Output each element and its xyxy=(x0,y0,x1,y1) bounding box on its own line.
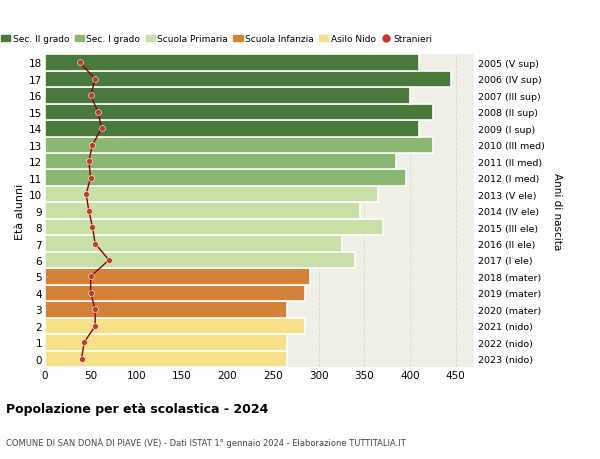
Y-axis label: Anni di nascita: Anni di nascita xyxy=(552,173,562,250)
Point xyxy=(97,125,106,133)
Point xyxy=(86,174,95,182)
Bar xyxy=(45,351,287,367)
Bar xyxy=(45,72,451,88)
Point xyxy=(104,257,113,264)
Bar xyxy=(45,236,341,252)
Point xyxy=(75,60,85,67)
Bar xyxy=(45,334,287,351)
Point xyxy=(91,323,100,330)
Bar xyxy=(45,104,433,121)
Point xyxy=(79,339,89,346)
Bar xyxy=(45,302,287,318)
Point xyxy=(86,273,95,280)
Point xyxy=(84,158,94,166)
Bar xyxy=(45,285,305,302)
Point xyxy=(77,355,86,363)
Point xyxy=(91,306,100,313)
Bar xyxy=(45,186,378,203)
Bar xyxy=(45,219,383,236)
Point xyxy=(86,92,95,100)
Y-axis label: Età alunni: Età alunni xyxy=(15,183,25,239)
Bar xyxy=(45,137,433,154)
Text: COMUNE DI SAN DONÀ DI PIAVE (VE) - Dati ISTAT 1° gennaio 2024 - Elaborazione TUT: COMUNE DI SAN DONÀ DI PIAVE (VE) - Dati … xyxy=(6,437,406,448)
Bar xyxy=(45,154,397,170)
Bar xyxy=(45,88,410,104)
Point xyxy=(93,109,103,116)
Bar xyxy=(45,318,305,334)
Bar xyxy=(45,252,355,269)
Legend: Sec. II grado, Sec. I grado, Scuola Primaria, Scuola Infanzia, Asilo Nido, Stran: Sec. II grado, Sec. I grado, Scuola Prim… xyxy=(0,31,436,47)
Text: Popolazione per età scolastica - 2024: Popolazione per età scolastica - 2024 xyxy=(6,403,268,415)
Bar xyxy=(45,269,310,285)
Bar xyxy=(45,203,360,219)
Point xyxy=(88,224,97,231)
Bar xyxy=(45,170,406,186)
Bar xyxy=(45,55,419,72)
Bar xyxy=(45,121,419,137)
Point xyxy=(81,191,91,198)
Point xyxy=(86,290,95,297)
Point xyxy=(91,241,100,248)
Point xyxy=(88,142,97,149)
Point xyxy=(91,76,100,84)
Point xyxy=(84,207,94,215)
